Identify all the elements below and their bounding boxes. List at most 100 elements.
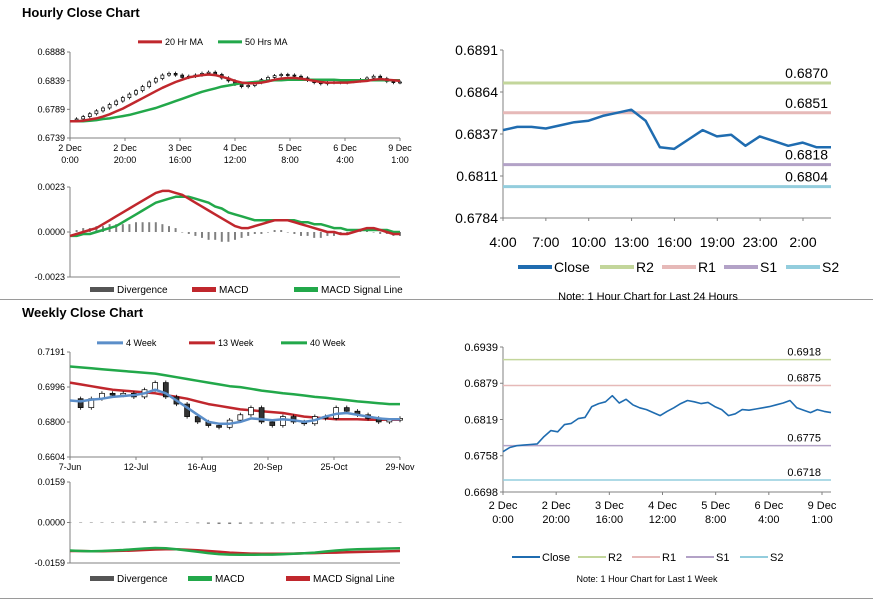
weekly-macd-divergence-bar xyxy=(260,522,264,524)
weekly-40week-line xyxy=(69,365,400,406)
hourly-24h-note: Note: 1 Hour Chart for Last 24 Hours xyxy=(558,291,738,303)
weekly-macd-divergence-bar xyxy=(174,522,178,523)
weekly-price-xtick-label: 12-Jul xyxy=(124,462,149,472)
weekly-1w-note: Note: 1 Hour Chart for Last 1 Week xyxy=(577,574,718,584)
weekly-macd-divergence-bar xyxy=(313,522,317,523)
weekly-price-ytick-label: 0.6996 xyxy=(37,382,65,392)
hourly-price-ytick-label: 0.6839 xyxy=(37,76,65,86)
hourly-price-candle-body xyxy=(153,78,158,83)
hourly-macd-divergence-bar xyxy=(181,232,184,233)
hourly-price-legend-label: 20 Hr MA xyxy=(165,37,203,47)
hourly-24h-xtick-label: 10:00 xyxy=(571,234,606,250)
hourly-macd-ytick-label: 0.0000 xyxy=(37,227,65,237)
hourly-24h-level-label: 0.6870 xyxy=(785,65,828,81)
weekly-macd-divergence-bar xyxy=(334,521,338,523)
weekly-macd-divergence-bar xyxy=(355,521,359,523)
weekly-1w-legend-swatch xyxy=(512,556,540,558)
weekly-macd-divergence-bar xyxy=(132,521,136,523)
weekly-1w-ytick-label: 0.6819 xyxy=(464,414,498,426)
hourly-24h-legend-swatch xyxy=(518,265,552,269)
weekly-price-candle-body xyxy=(109,392,116,396)
weekly-price-candle-body xyxy=(237,414,244,421)
weekly-1w-xtick-label: 12:00 xyxy=(649,514,677,526)
weekly-1w-xtick-label: 9 Dec xyxy=(808,500,837,512)
weekly-macd-ytick-label: -0.0159 xyxy=(34,558,65,568)
hourly-24h-xtick-label: 13:00 xyxy=(614,234,649,250)
weekly-1w-legend-label: S2 xyxy=(770,552,783,564)
weekly-macd-divergence-bar xyxy=(185,522,189,523)
hourly-macd-divergence-bar xyxy=(319,232,322,238)
hourly-macd-divergence-bar xyxy=(313,232,316,238)
weekly-macd-legend-label: Divergence xyxy=(117,574,168,585)
weekly-macd-divergence-bar xyxy=(89,522,93,523)
weekly-1w-xtick-label: 8:00 xyxy=(705,514,726,526)
weekly-price-candle-body xyxy=(343,407,350,412)
weekly-macd-legend-label: MACD xyxy=(215,574,244,585)
hourly-price-xtick-label: 6 Dec xyxy=(333,143,357,153)
hourly-price-ytick-label: 0.6739 xyxy=(37,133,65,143)
hourly-macd-divergence-bar xyxy=(286,232,289,233)
weekly-macd-legend-swatch xyxy=(286,576,310,581)
hourly-price-candle-body xyxy=(87,113,92,117)
hourly-price-xtick-label: 9 Dec xyxy=(388,143,412,153)
weekly-1w-xtick-label: 3 Dec xyxy=(595,500,624,512)
hourly-24h-close-line xyxy=(502,108,831,151)
hourly-macd-divergence-bar xyxy=(372,232,375,233)
hourly-macd-divergence-bar xyxy=(214,232,217,240)
weekly-price-legend-swatch xyxy=(97,341,123,345)
hourly-price-ytick-label: 0.6789 xyxy=(37,104,65,114)
hourly-macd-divergence-bar xyxy=(247,232,250,236)
weekly-1w-xtick-label: 4:00 xyxy=(758,514,779,526)
hourly-price-candle-body xyxy=(134,90,138,95)
hourly-24h-level-label: 0.6804 xyxy=(785,169,828,185)
weekly-macd-divergence-bar xyxy=(292,522,296,524)
weekly-1w-legend-label: Close xyxy=(542,552,570,564)
weekly-price-xtick-label: 20-Sep xyxy=(253,462,282,472)
weekly-macd-divergence-bar xyxy=(302,522,306,524)
hourly-price-xtick-label: 4:00 xyxy=(336,155,354,165)
hourly-24h-ytick-label: 0.6837 xyxy=(455,126,498,142)
weekly-macd-divergence-bar xyxy=(196,522,200,524)
hourly-macd-divergence-bar xyxy=(135,222,137,232)
hourly-24h-ytick-label: 0.6784 xyxy=(455,210,498,226)
weekly-1w-legend-label: R1 xyxy=(662,552,676,564)
hourly-24h-xtick-label: 23:00 xyxy=(743,234,778,250)
weekly-macd-legend-label: MACD Signal Line xyxy=(313,574,395,585)
hourly-macd-divergence-bar xyxy=(168,226,170,232)
hourly-price-candle-body xyxy=(167,73,171,76)
weekly-13week-line xyxy=(69,381,400,422)
hourly-price-candle-body xyxy=(160,74,165,79)
weekly-1w-ytick-label: 0.6758 xyxy=(464,451,498,463)
weekly-1w-xtick-label: 5 Dec xyxy=(701,500,730,512)
hourly-24h-ytick-label: 0.6811 xyxy=(456,168,498,184)
weekly-1w-legend-label: S1 xyxy=(716,552,729,564)
hourly-macd-divergence-bar xyxy=(293,232,296,234)
hourly-price-xtick-label: 8:00 xyxy=(281,155,299,165)
weekly-1w-legend-swatch xyxy=(686,556,714,558)
weekly-1w-legend-swatch xyxy=(632,556,660,558)
weekly-macd-divergence-bar xyxy=(121,521,125,523)
hourly-price-candle-body xyxy=(147,81,152,87)
section-divider xyxy=(0,299,873,300)
hourly-macd-divergence-bar xyxy=(187,232,190,234)
hourly-price-xtick-label: 12:00 xyxy=(224,155,247,165)
hourly-macd-line xyxy=(69,189,400,238)
hourly-24h-legend-swatch xyxy=(600,265,634,269)
hourly-price-candle-body xyxy=(114,100,119,105)
hourly-price-legend-label: 50 Hrs MA xyxy=(245,37,288,47)
hourly-macd-divergence-bar xyxy=(260,232,263,234)
weekly-price-legend-swatch xyxy=(281,341,307,345)
hourly-24h-xtick-label: 19:00 xyxy=(700,234,735,250)
hourly-24h-legend-label: S1 xyxy=(760,259,777,275)
hourly-price-xtick-label: 3 Dec xyxy=(168,143,192,153)
weekly-macd-legend-swatch xyxy=(90,576,114,581)
weekly-price-ytick-label: 0.7191 xyxy=(37,347,65,357)
hourly-macd-ytick-label: -0.0023 xyxy=(34,272,65,282)
hourly-50hr-ma-line xyxy=(70,78,400,123)
hourly-macd-legend-swatch xyxy=(294,287,318,292)
weekly-1w-xtick-label: 0:00 xyxy=(492,514,513,526)
weekly-price-candle-body xyxy=(280,416,286,426)
hourly-macd-divergence-bar xyxy=(273,230,276,232)
